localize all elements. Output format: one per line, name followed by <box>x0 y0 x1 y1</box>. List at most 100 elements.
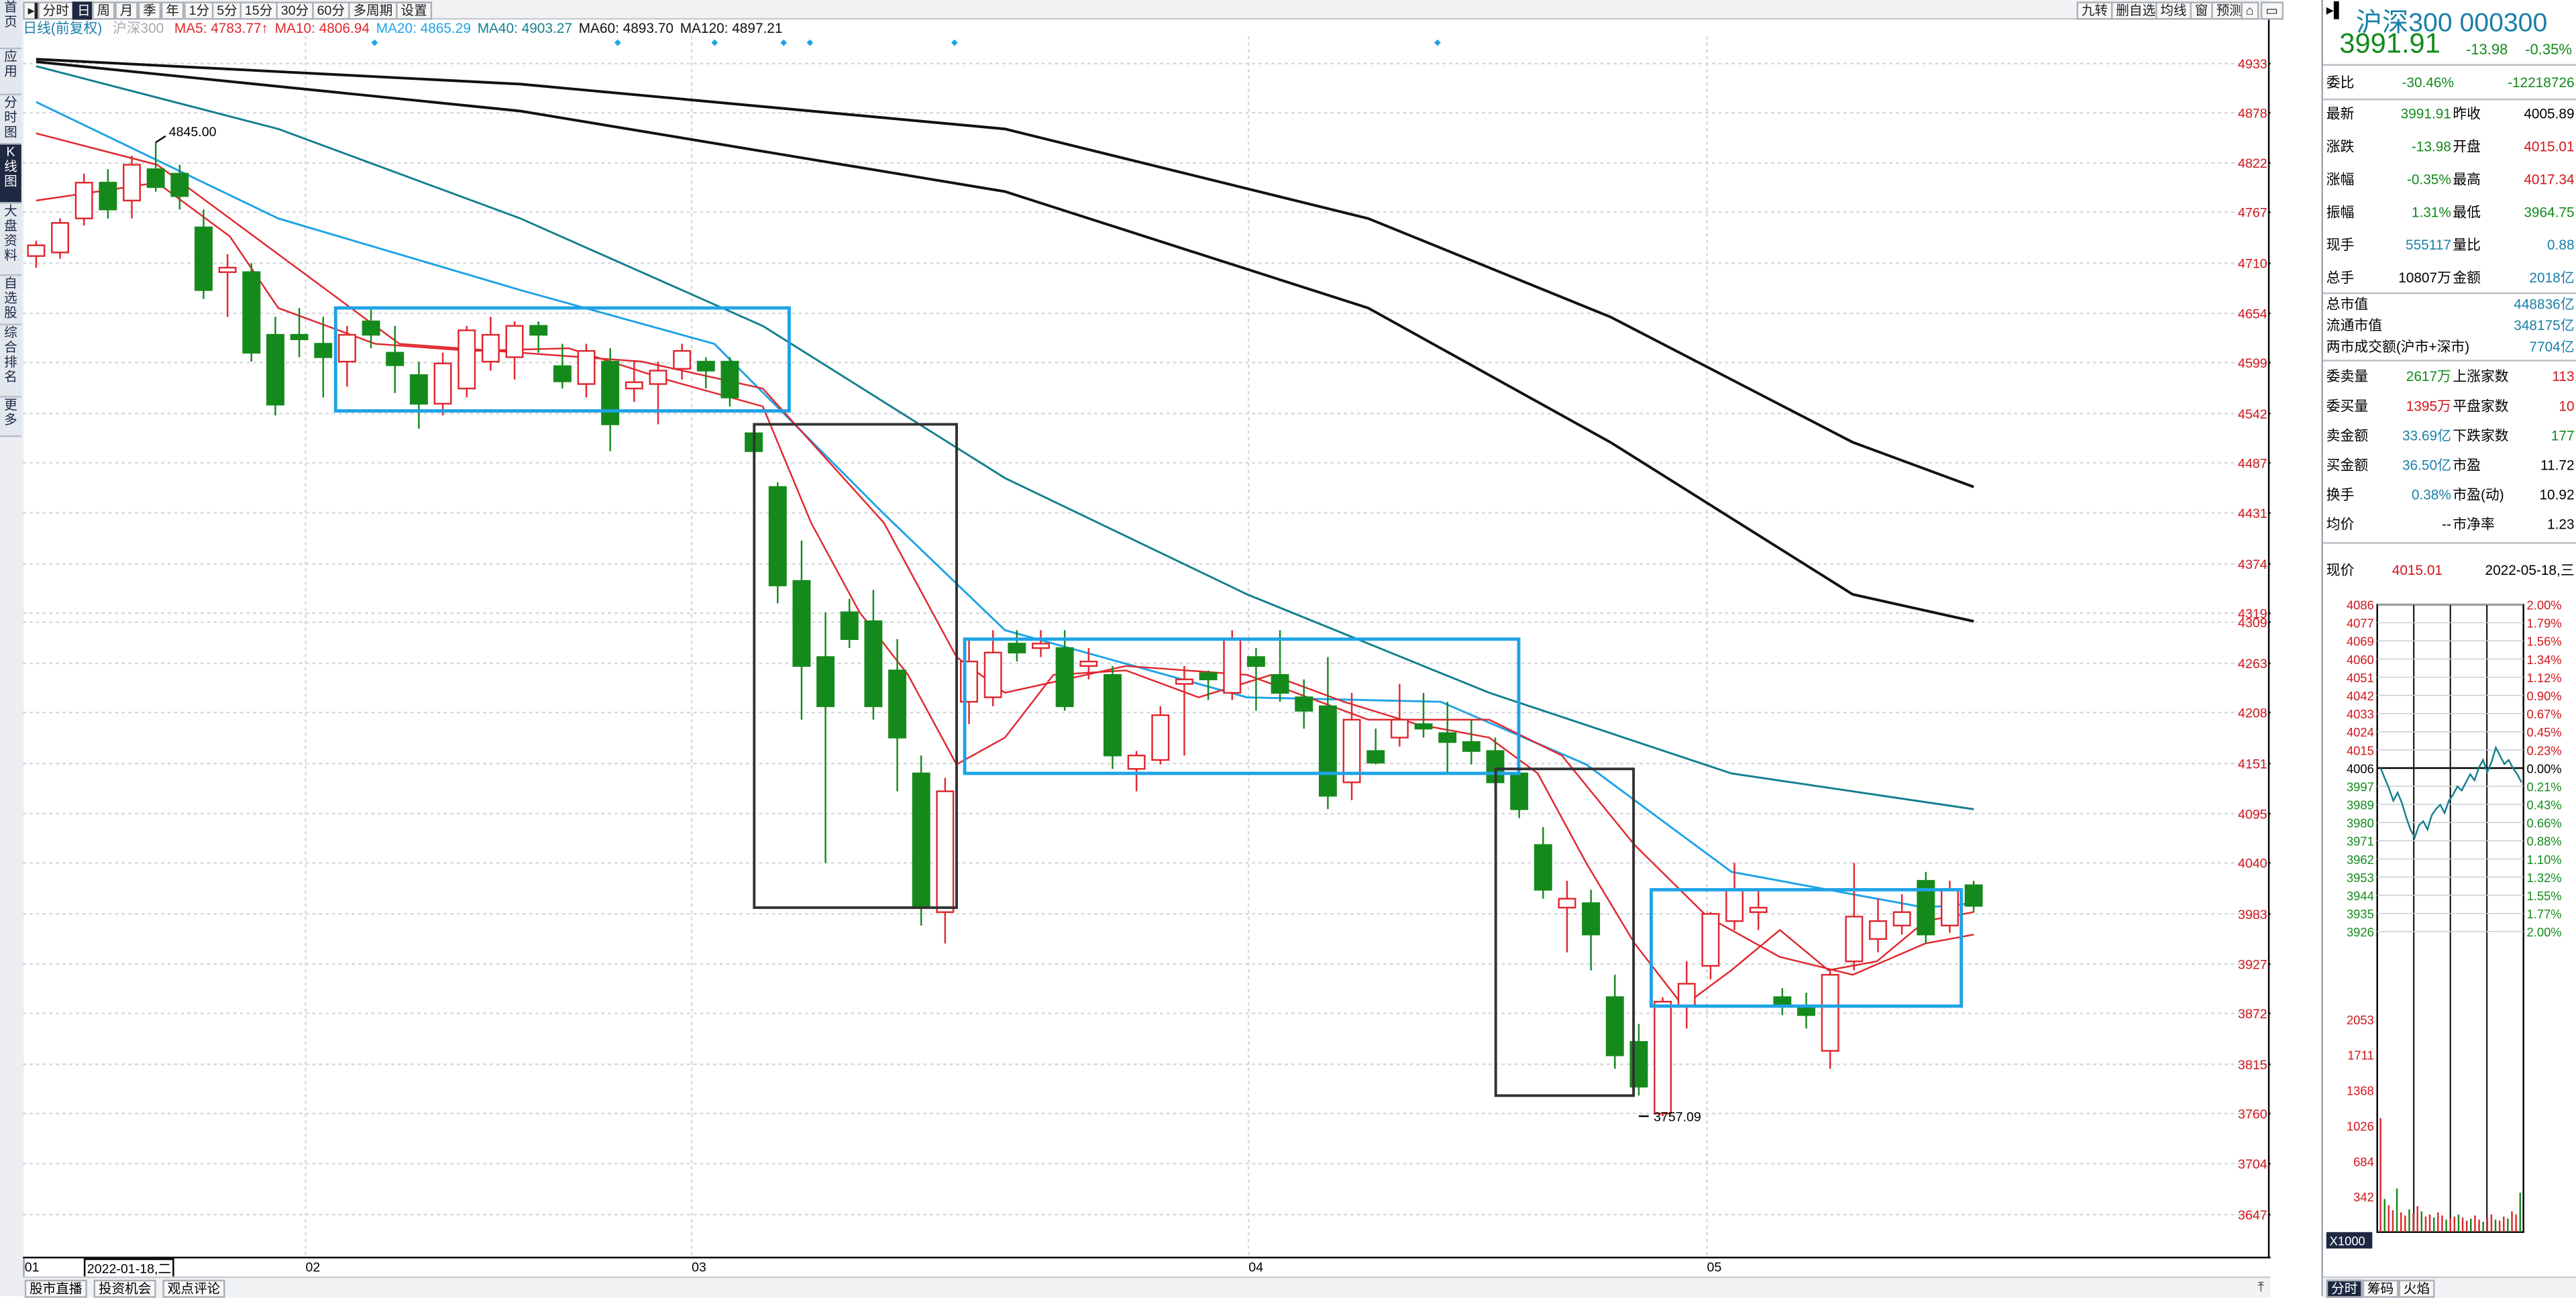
period-tab-1[interactable]: 日 <box>72 1 96 20</box>
candle-body <box>337 333 356 363</box>
window-icon[interactable]: ▭ <box>2260 1 2284 20</box>
period-tab-11[interactable]: 多周期 <box>348 1 398 20</box>
candle <box>840 598 859 649</box>
quote-value: 555117 <box>2405 236 2451 254</box>
quote-label: 涨幅 <box>2326 170 2355 188</box>
candle <box>242 263 261 362</box>
mini-price-label: 3944 <box>2347 889 2374 903</box>
candle <box>768 482 787 604</box>
annotation-box <box>963 637 1521 775</box>
kline-chart[interactable]: 4933 4878 4822 4767 4710 4654 4599 4542 4487 4431… <box>23 19 2271 1257</box>
mini-price-label: 3997 <box>2347 779 2374 794</box>
period-tab-5[interactable]: 年 <box>161 1 184 20</box>
quote-row: 涨幅 -0.35% 最高 4017.34 <box>2323 164 2576 194</box>
left-tab-4[interactable]: 大盘资料 <box>0 203 21 276</box>
market-row: 总市值 448836亿 <box>2323 294 2576 315</box>
period-tab-9[interactable]: 30分 <box>276 1 314 20</box>
now-price-value: 4015.01 <box>2392 561 2443 579</box>
y-axis-label: 4933 <box>2238 57 2267 72</box>
period-tab-7[interactable]: 5分 <box>211 1 243 20</box>
left-tab-6[interactable]: 综合排名 <box>0 325 21 398</box>
quote-label: 最高 <box>2453 170 2481 188</box>
bottom-tab-2[interactable]: 观点评论 <box>162 1279 225 1298</box>
candle <box>529 321 548 353</box>
candle-body <box>792 580 811 667</box>
candle-body <box>170 172 189 197</box>
left-tab-7[interactable]: 更多 <box>0 397 21 437</box>
ma-legend: 日线(前复权) 沪深300 MA5: 4783.77↑ MA10: 4806.94… <box>23 19 789 38</box>
candle-body <box>1199 672 1218 681</box>
period-tab-3[interactable]: 月 <box>115 1 138 20</box>
candle-body <box>1941 889 1959 927</box>
candle-body <box>912 772 930 909</box>
event-marker <box>711 39 718 46</box>
mini-price-label: 3962 <box>2347 853 2374 867</box>
stock-title: 沪深300 000300 <box>2355 9 2548 38</box>
candle-body <box>1725 889 1744 922</box>
candle <box>1151 706 1170 765</box>
panel-menu-icon[interactable]: ▸▌ <box>2326 1 2345 18</box>
mini-chart-tabs: 分时 筹码 火焰 <box>2322 1276 2576 1298</box>
candle <box>505 321 524 380</box>
mini-tab-1[interactable]: 筹码 <box>2362 1279 2399 1298</box>
ma40-line <box>36 65 1974 810</box>
candle <box>1103 665 1122 769</box>
candle <box>218 254 237 317</box>
intraday-mini-chart[interactable]: 4086 2.00% 4077 1.79% 4069 1.56% 4060 1.34% 4051… <box>2323 595 2576 1279</box>
left-tab-2[interactable]: 分时图 <box>0 95 21 145</box>
bottom-tab-0[interactable]: 股市直播 <box>24 1279 87 1298</box>
candle <box>1534 826 1552 899</box>
period-tab-2[interactable]: 周 <box>92 1 115 20</box>
left-tab-5[interactable]: 自选股 <box>0 276 21 325</box>
toolbar-right-1[interactable]: 删自选 <box>2110 1 2161 20</box>
candle-body <box>433 362 452 405</box>
period-tab-6[interactable]: 1分 <box>184 1 215 20</box>
order-label: 换手 <box>2326 486 2355 503</box>
high-label: 4845.00 <box>169 125 217 140</box>
period-tab-0[interactable]: 分时 <box>38 1 74 20</box>
pin-icon[interactable]: ⤒ <box>2258 1279 2264 1295</box>
candle-body <box>840 611 859 641</box>
bottom-tab-1[interactable]: 投资机会 <box>93 1279 156 1298</box>
toolbar-right-2[interactable]: 均线 <box>2155 1 2192 20</box>
period-tab-10[interactable]: 60分 <box>312 1 350 20</box>
left-tab-0[interactable]: 首页 <box>0 0 21 50</box>
order-row: 换手 0.38% 市盈(动) 10.92 <box>2323 480 2576 509</box>
period-tab-4[interactable]: 季 <box>138 1 162 20</box>
y-axis-label: 4263 <box>2238 657 2267 671</box>
left-tab-3[interactable]: K线图 <box>0 144 21 204</box>
date-axis-label: 01 <box>24 1260 40 1275</box>
candle-body <box>1964 884 1983 907</box>
candle-body <box>625 381 643 390</box>
toolbar-right-3[interactable]: 窗 <box>2190 1 2213 20</box>
period-tab-8[interactable]: 15分 <box>239 1 278 20</box>
order-label: 上涨家数 <box>2453 368 2509 385</box>
left-tab-1[interactable]: 应用 <box>0 49 21 96</box>
mini-price-line <box>2379 745 2522 840</box>
market-label: 流通市值 <box>2326 317 2383 334</box>
mini-pct-label: 0.43% <box>2527 798 2562 812</box>
candle <box>1677 961 1696 1029</box>
y-axis-label: 4599 <box>2238 356 2267 371</box>
mini-tab-0[interactable]: 分时 <box>2326 1279 2363 1298</box>
y-axis-label: 4710 <box>2238 257 2267 272</box>
candle-body <box>314 343 333 358</box>
candle <box>936 777 955 944</box>
y-axis-label: 3927 <box>2238 958 2267 973</box>
lock-icon[interactable]: ⌂ <box>2241 1 2259 20</box>
order-value: 0.38% <box>2411 486 2451 503</box>
mini-tab-2[interactable]: 火焰 <box>2398 1279 2435 1298</box>
candle <box>1917 871 1935 944</box>
mini-vol-label: 342 <box>2353 1190 2374 1204</box>
period-tab-12[interactable]: 设置 <box>396 1 433 20</box>
candle-body <box>290 333 309 341</box>
date-axis: 01 2022-01-18,二 02 03 04 05 <box>23 1256 2271 1280</box>
candle-body <box>1892 911 1911 927</box>
toolbar-right-0[interactable]: 九转 <box>2076 1 2113 20</box>
candle <box>99 169 117 219</box>
order-label: 市净率 <box>2453 515 2495 533</box>
candle <box>337 325 356 387</box>
candle <box>362 308 380 349</box>
stock-pct: -0.35% <box>2525 41 2572 58</box>
